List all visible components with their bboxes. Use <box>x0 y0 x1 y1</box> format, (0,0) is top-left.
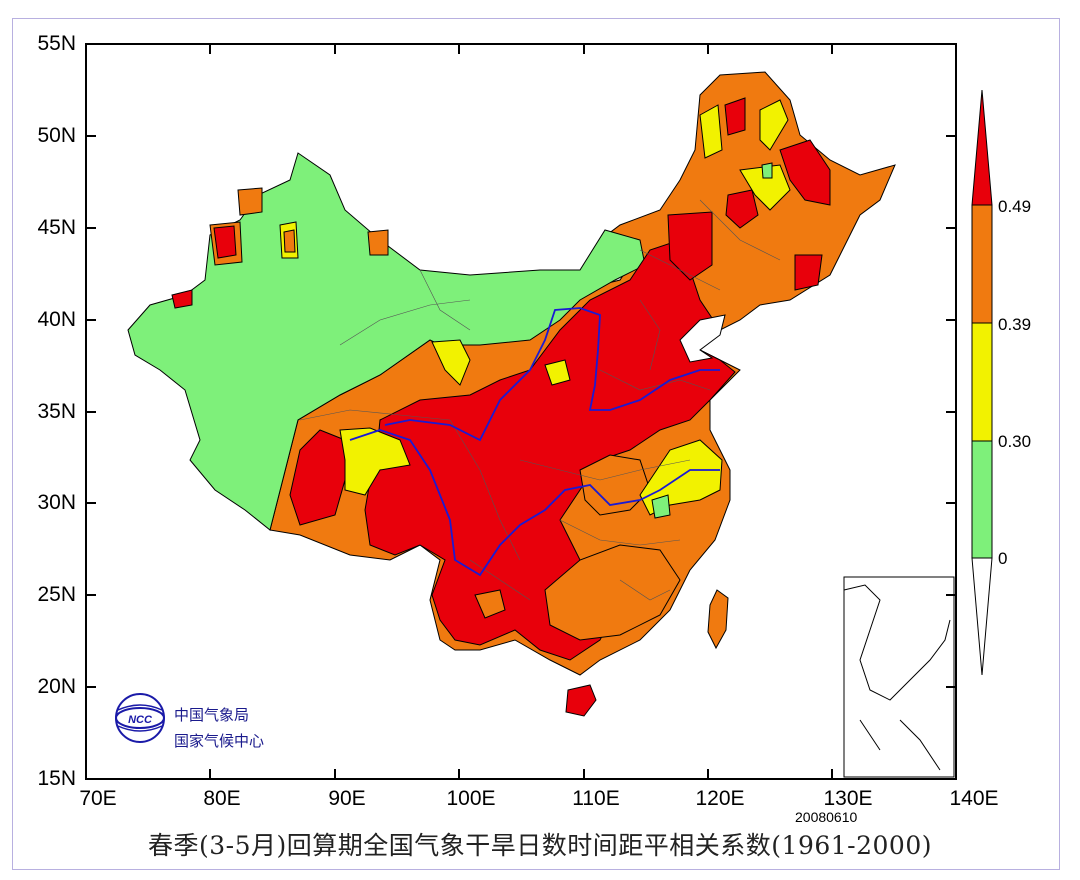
province-boundaries <box>299 199 781 601</box>
x-tick-label-130e: 130E <box>823 787 873 810</box>
region-red-ne3 <box>725 189 759 229</box>
figure-frame <box>12 18 1060 870</box>
region-red-ne1 <box>724 97 746 136</box>
region-red-xj5 <box>171 289 193 309</box>
y-tick-label-25n: 25N <box>37 583 76 606</box>
colorbar-green <box>971 440 993 559</box>
region-red-ne5 <box>667 211 713 281</box>
x-tick-label-100e: 100E <box>446 787 496 810</box>
inset-coastline <box>843 584 951 771</box>
region-taiwan <box>707 589 729 650</box>
region-yellow-ne2 <box>759 99 789 151</box>
region-orange-xj4 <box>237 187 263 216</box>
region-red-xj1 <box>213 225 237 259</box>
y-tick-label-50n: 50N <box>37 124 76 147</box>
region-red-tibet <box>289 429 346 526</box>
colorbar-yellow <box>971 322 993 442</box>
y-tick-label-30n: 30N <box>37 491 76 514</box>
x-tick-label-80e: 80E <box>203 787 241 810</box>
colorbar-top-red <box>971 89 993 206</box>
ncc-emblem-icon: NCC <box>115 693 165 743</box>
region-green-east <box>651 494 671 519</box>
bohai-sea <box>679 314 726 363</box>
region-yellow-ne3 <box>739 164 791 211</box>
x-tick-label-70e: 70E <box>79 787 117 810</box>
region-red-ne2 <box>779 139 831 206</box>
yellow-river <box>384 307 720 442</box>
x-tick-label-110e: 110E <box>572 787 620 810</box>
colorbar-orange <box>971 204 993 324</box>
region-orange-yunnan <box>474 589 506 619</box>
x-tick-label-90e: 90E <box>328 787 366 810</box>
region-hainan <box>565 684 597 717</box>
south-china-sea-inset <box>843 576 955 778</box>
figure-title: 春季(3-5月)回算期全国气象干旱日数时间距平相关系数(1961-2000) <box>148 831 932 860</box>
x-tick-label-140e: 140E <box>949 787 999 810</box>
y-tick-marks <box>86 43 956 688</box>
region-green <box>127 152 646 531</box>
y-tick-label-40n: 40N <box>37 308 76 331</box>
region-yellow-tibet <box>339 427 411 496</box>
logo-text-ncc: 国家气候中心 <box>174 732 265 750</box>
region-red-ne4 <box>794 254 823 291</box>
colorbar-label-049: 0.49 <box>998 197 1032 216</box>
x-tick-marks <box>209 44 833 779</box>
region-orange-south <box>544 544 681 641</box>
date-stamp: 20080610 <box>795 809 858 825</box>
colorbar-bottom-white <box>971 557 993 676</box>
y-tick-label-45n: 45N <box>37 216 76 239</box>
colorbar-label-030: 0.30 <box>998 432 1032 451</box>
x-tick-label-120e: 120E <box>695 787 745 810</box>
y-tick-label-15n: 15N <box>37 767 76 790</box>
colorbar-label-039: 0.39 <box>998 315 1032 334</box>
y-tick-label-20n: 20N <box>37 675 76 698</box>
region-orange-xj2 <box>283 229 296 253</box>
region-orange-xj3 <box>367 229 389 256</box>
region-green-ne <box>761 162 773 179</box>
y-tick-label-35n: 35N <box>37 400 76 423</box>
svg-text:NCC: NCC <box>128 714 153 726</box>
yangtze-river <box>349 429 720 577</box>
logo-text-cma: 中国气象局 <box>174 706 250 724</box>
colorbar-label-0: 0 <box>998 549 1008 568</box>
region-yellow-ne1 <box>699 104 723 159</box>
region-yellow-shaanxi <box>544 359 571 386</box>
y-tick-label-55n: 55N <box>37 32 76 55</box>
region-yellow-gansu <box>431 339 471 386</box>
colorbar <box>971 89 993 676</box>
